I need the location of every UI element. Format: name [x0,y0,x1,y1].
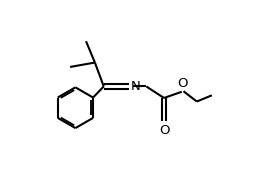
Text: O: O [177,77,188,90]
Text: N: N [131,80,141,93]
Text: O: O [159,124,169,137]
